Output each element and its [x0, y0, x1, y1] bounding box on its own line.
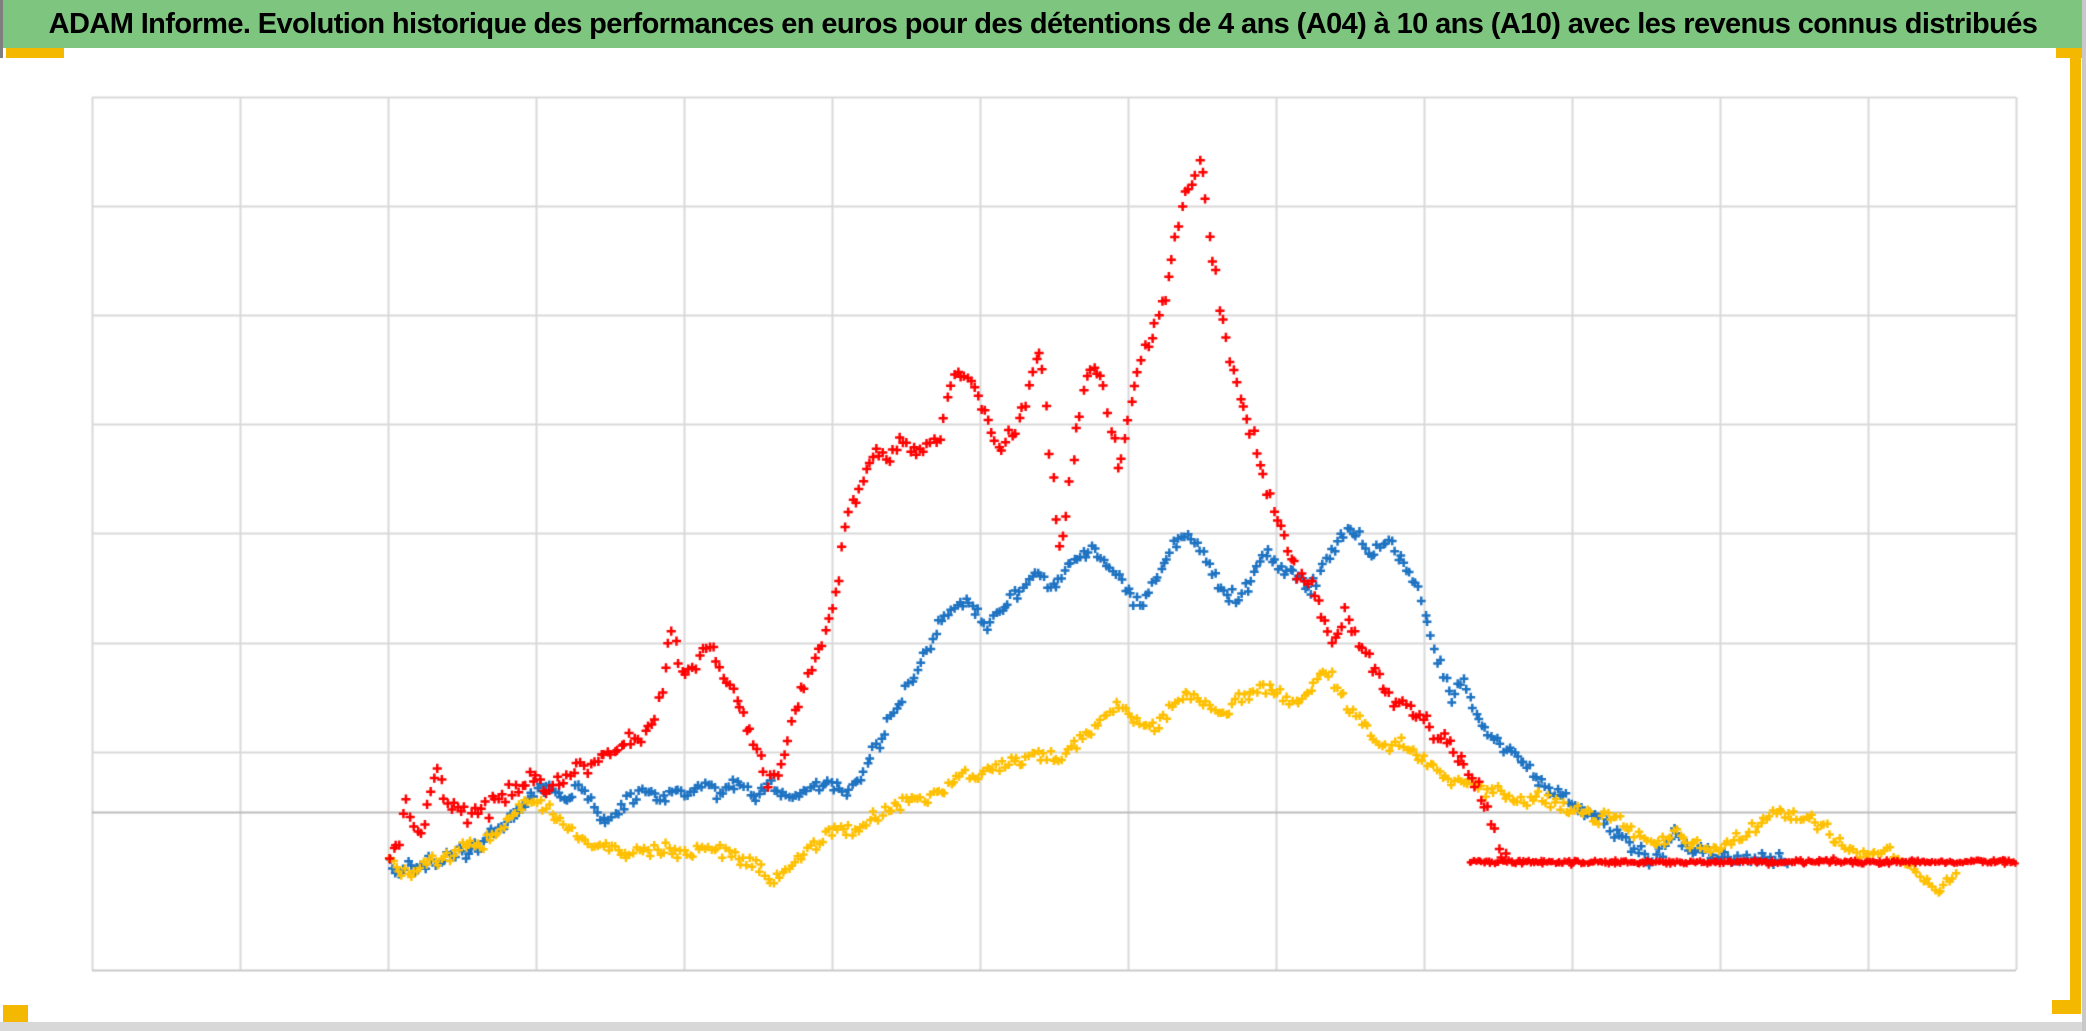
- selection-handle-bottom-right[interactable]: [2052, 1000, 2081, 1014]
- window-bottom-strip: [0, 1022, 2086, 1031]
- selection-handle-bottom-left[interactable]: [3, 1005, 28, 1022]
- window-left-edge: [0, 0, 3, 58]
- window-right-edge: [2082, 0, 2086, 1031]
- selection-handle-top-left[interactable]: [6, 48, 64, 58]
- selection-handle-right-stripe[interactable]: [2070, 48, 2081, 1010]
